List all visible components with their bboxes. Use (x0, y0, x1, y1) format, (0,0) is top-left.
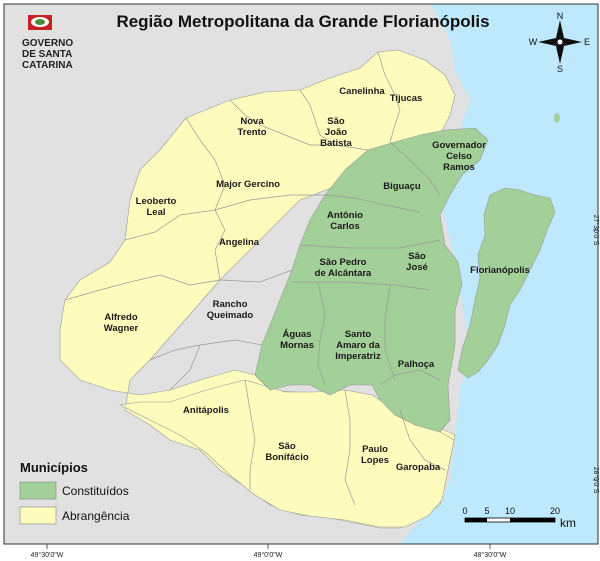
label-paulo-lopes: Paulo Lopes (361, 444, 389, 466)
compass-rose-icon: N S E W (529, 11, 590, 74)
coord-bottom-3: 48°30'0"W (474, 551, 507, 559)
label-rancho-queimado-line: Queimado (207, 310, 254, 321)
compass-w: W (529, 37, 538, 47)
legend-swatch-abrangencia (19, 506, 57, 525)
label-aguas-mornas-line: Mornas (280, 340, 314, 351)
label-leoberto-leal: Leoberto Leal (136, 196, 177, 218)
label-santo-amaro-da-imperatriz: Santo Amaro da Imperatriz (335, 329, 381, 362)
label-aguas-mornas-line: Águas (282, 329, 311, 340)
coord-right-2: 28°0'0"S (592, 467, 600, 494)
legend-swatch-constituidos (19, 481, 57, 500)
label-anitapolis-line: Anitápolis (183, 405, 229, 416)
label-tijucas-line: Tijucas (390, 93, 423, 104)
label-leoberto-leal-line: Leal (146, 207, 165, 218)
label-palhoca-line: Palhoça (398, 359, 435, 370)
label-aguas-mornas: Águas Mornas (280, 329, 314, 351)
label-sao-jose-line: José (406, 262, 428, 273)
label-sao-bonifacio: São Bonifácio (265, 441, 308, 463)
label-governador-celso-ramos: Governador Celso Ramos (432, 140, 486, 173)
label-leoberto-leal-line: Leoberto (136, 196, 177, 207)
label-nova-trento-line: Trento (237, 127, 266, 138)
compass-n: N (557, 11, 564, 21)
label-canelinha: Canelinha (339, 86, 385, 97)
label-garopaba-line: Garopaba (396, 462, 441, 473)
label-santo-amaro-da-imperatriz-line: Amaro da (336, 340, 381, 351)
label-paulo-lopes-line: Lopes (361, 455, 389, 466)
logo-line-1: GOVERNO (22, 38, 73, 49)
graticule (46, 229, 598, 549)
label-rancho-queimado-line: Rancho (213, 299, 248, 310)
label-governador-celso-ramos-line: Ramos (443, 162, 475, 173)
label-major-gercino-line: Major Gercino (216, 179, 280, 190)
island (445, 267, 451, 273)
label-florianopolis: Florianópolis (470, 265, 530, 276)
label-major-gercino: Major Gercino (216, 179, 280, 190)
label-sao-joao-batista-line: Batista (320, 138, 352, 149)
label-governador-celso-ramos-line: Celso (446, 151, 472, 162)
label-paulo-lopes-line: Paulo (362, 444, 388, 455)
logo-line-3: CATARINA (22, 60, 73, 71)
legend-label-abrangencia: Abrangência (62, 509, 130, 523)
municipal-borders (64, 51, 446, 506)
label-alfredo-wagner-line: Alfredo (104, 312, 137, 323)
map-title: Região Metropolitana da Grande Florianóp… (116, 12, 489, 31)
label-antonio-carlos-line: Carlos (330, 221, 360, 232)
legend-label-constituidos: Constituídos (62, 484, 129, 498)
label-biguacu-line: Biguaçu (383, 181, 421, 192)
label-nova-trento: Nova Trento (237, 116, 266, 138)
flag-emblem-center (35, 19, 45, 25)
scale-bar: 0 5 10 20 km (462, 506, 576, 530)
scale-tick-10: 10 (505, 506, 515, 516)
label-anitapolis: Anitápolis (183, 405, 229, 416)
compass-s: S (557, 64, 563, 74)
label-antonio-carlos: Antônio Carlos (327, 210, 363, 232)
logo-line-2: DE SANTA (22, 49, 72, 60)
label-tijucas: Tijucas (390, 93, 423, 104)
label-sao-jose-line: São (408, 251, 426, 262)
label-sao-joao-batista-line: São (327, 116, 345, 127)
map-border (3, 3, 599, 545)
label-sao-bonifacio-line: São (278, 441, 296, 452)
coord-right-1: 27°30'0"S (592, 215, 600, 246)
label-rancho-queimado: Rancho Queimado (207, 299, 254, 321)
scale-unit: km (560, 516, 576, 530)
label-florianopolis-line: Florianópolis (470, 265, 530, 276)
state-logo: GOVERNO DE SANTA CATARINA (22, 15, 73, 71)
label-alfredo-wagner-line: Wagner (104, 323, 139, 334)
legend: Municípios Constituídos Abrangência (19, 460, 130, 525)
label-angelina: Angelina (219, 237, 260, 248)
scale-tick-0: 0 (462, 506, 467, 516)
scale-tick-20: 20 (550, 506, 560, 516)
label-sao-pedro-de-alcantara-line: de Alcântara (315, 268, 372, 279)
island (554, 113, 560, 123)
region-abrangencia-south (119, 379, 455, 528)
label-angelina-line: Angelina (219, 237, 260, 248)
label-sao-pedro-de-alcantara: São Pedro de Alcântara (315, 257, 372, 279)
label-governador-celso-ramos-line: Governador (432, 140, 486, 151)
label-alfredo-wagner: Alfredo Wagner (104, 312, 139, 334)
label-antonio-carlos-line: Antônio (327, 210, 363, 221)
label-sao-joao-batista-line: João (325, 127, 347, 138)
label-biguacu: Biguaçu (383, 181, 421, 192)
label-palhoca: Palhoça (398, 359, 435, 370)
label-santo-amaro-da-imperatriz-line: Imperatriz (335, 351, 381, 362)
label-sao-bonifacio-line: Bonifácio (265, 452, 308, 463)
scale-tick-5: 5 (484, 506, 489, 516)
compass-e: E (584, 37, 590, 47)
coord-bottom-1: 49°30'0"W (31, 551, 64, 559)
label-sao-jose: São José (406, 251, 428, 273)
label-nova-trento-line: Nova (240, 116, 264, 127)
label-sao-joao-batista: São João Batista (320, 116, 352, 149)
label-garopaba: Garopaba (396, 462, 441, 473)
label-sao-pedro-de-alcantara-line: São Pedro (320, 257, 367, 268)
region-florianopolis (457, 187, 556, 379)
label-santo-amaro-da-imperatriz-line: Santo (345, 329, 372, 340)
label-canelinha-line: Canelinha (339, 86, 385, 97)
coord-bottom-2: 49°0'0"W (254, 551, 283, 559)
legend-title: Municípios (20, 460, 88, 475)
